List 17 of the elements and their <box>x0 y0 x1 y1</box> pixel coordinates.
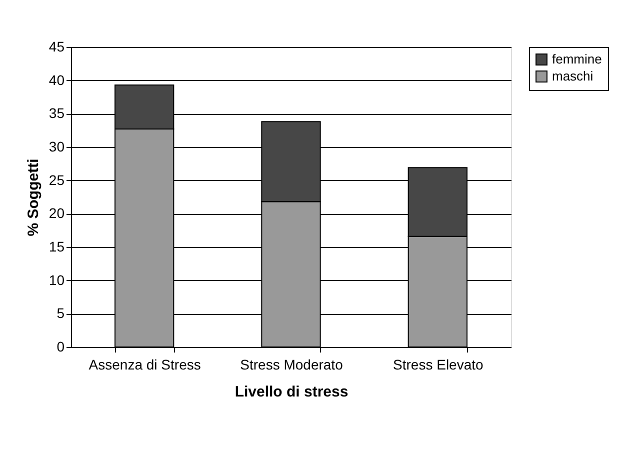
y-tick-label: 0 <box>56 338 65 354</box>
x-tick-label: Stress Elevato <box>393 356 484 372</box>
y-tick-label: 35 <box>48 105 65 122</box>
y-tick-label: 45 <box>48 38 65 54</box>
x-axis-title: Livello di stress <box>234 384 348 400</box>
y-tick-label: 30 <box>48 138 65 154</box>
y-axis-title: % Soggetti <box>24 158 42 236</box>
y-tick-label: 15 <box>48 238 65 254</box>
y-tick-label: 25 <box>48 172 65 188</box>
y-tick-label: 20 <box>48 205 65 222</box>
y-tick-label: 10 <box>48 272 65 288</box>
x-tick-label: Assenza di Stress <box>88 356 201 372</box>
legend-label: femmine <box>552 52 602 66</box>
legend-label: maschi <box>552 68 594 84</box>
y-tick-label: 40 <box>48 72 65 88</box>
y-tick-label: 5 <box>56 305 65 322</box>
x-tick-label: Stress Moderato <box>240 356 344 372</box>
